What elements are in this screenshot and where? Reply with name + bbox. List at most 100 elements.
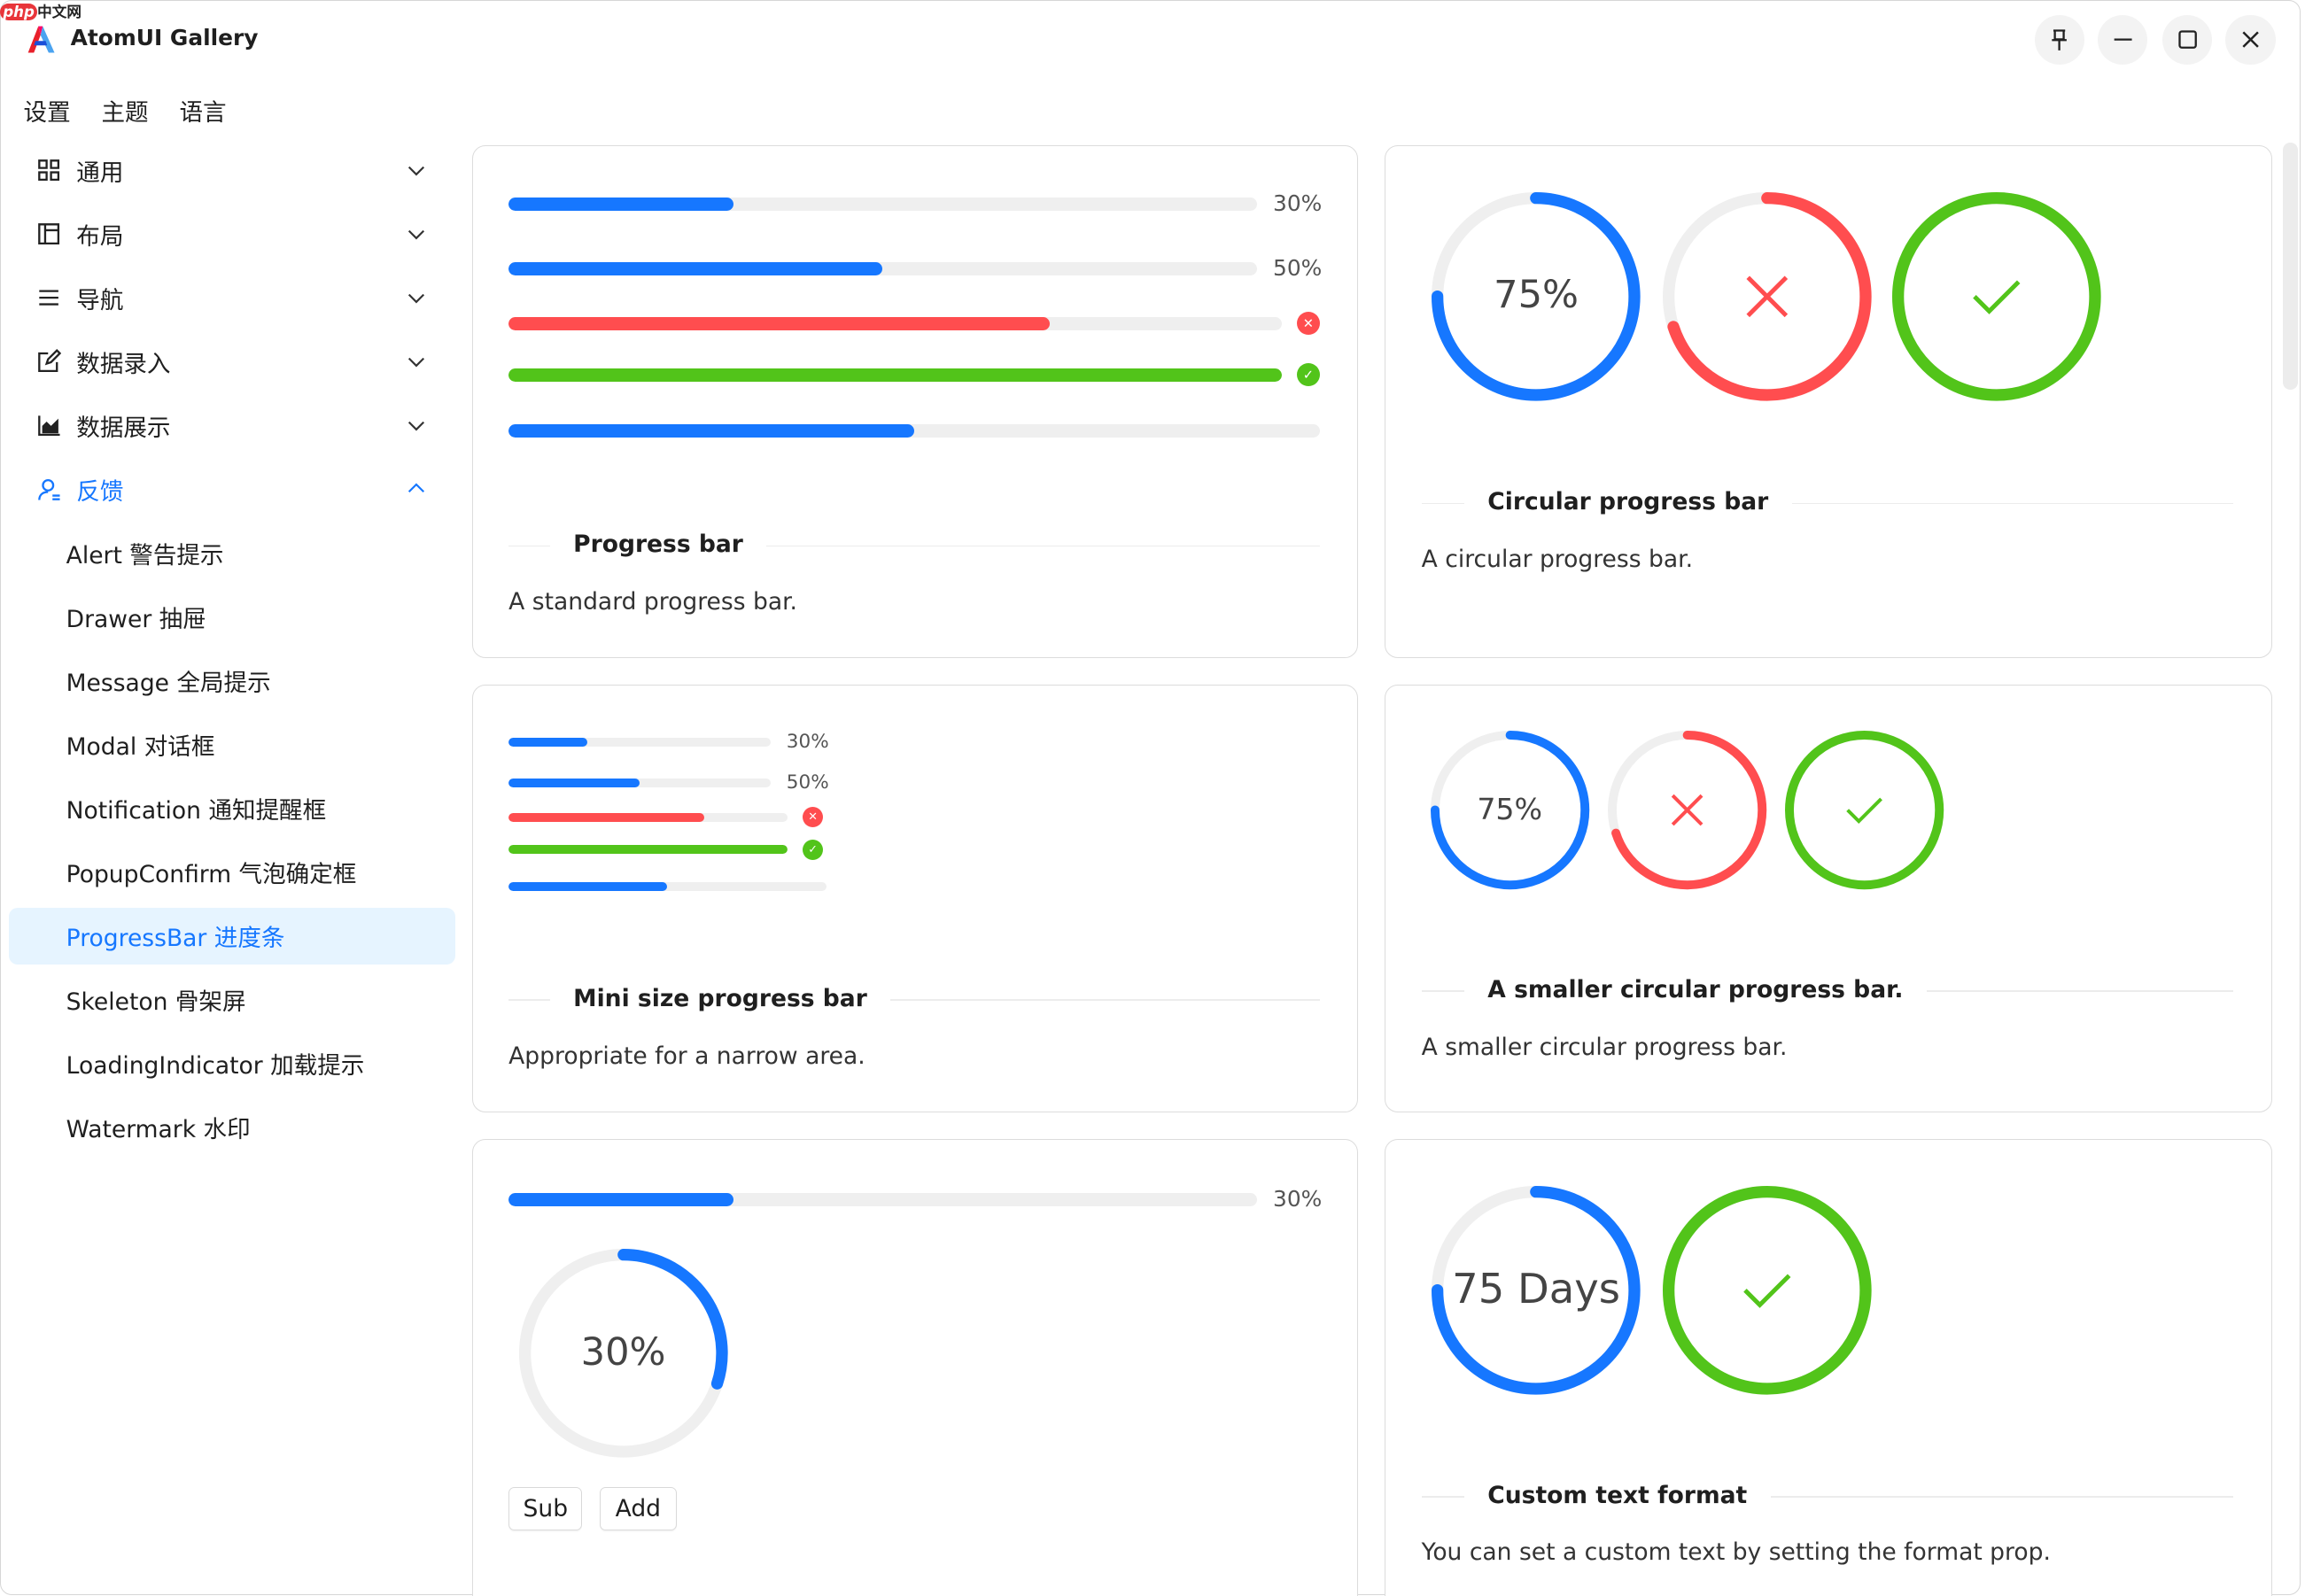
card-description: Appropriate for a narrow area.: [508, 1042, 865, 1070]
chevron-down-icon: [407, 158, 425, 185]
progress-fill: [508, 779, 640, 788]
card-title: Circular progress bar: [1463, 487, 1792, 515]
card-title: Progress bar: [549, 531, 767, 559]
progress-track: [508, 812, 788, 822]
progress-track: [508, 316, 1282, 330]
check-circle-icon: ✓: [1296, 362, 1321, 387]
circular-progress: [1891, 192, 2101, 402]
close-button[interactable]: [2225, 14, 2276, 65]
user-icon: [35, 476, 62, 503]
progress-fill: [508, 845, 788, 855]
progress-fill: [508, 812, 704, 822]
sidebar-item-0[interactable]: Alert 警告提示: [9, 524, 455, 582]
sidebar-group-0[interactable]: 通用: [35, 153, 447, 189]
circular-progress: [1662, 1186, 1872, 1395]
sidebar-item-label: LoadingIndicator 加载提示: [66, 1052, 365, 1081]
circular-progress: [1608, 730, 1767, 889]
sidebar-item-label: Watermark 水印: [66, 1116, 251, 1144]
check-icon: [1972, 280, 2021, 315]
menu-settings[interactable]: 设置: [23, 98, 71, 127]
progress-fill: [508, 262, 883, 276]
sidebar-group-label: 布局: [76, 223, 124, 251]
sidebar-group-5[interactable]: 反馈: [35, 472, 447, 507]
close-icon: [1672, 794, 1704, 826]
circle-arc: [1784, 730, 1944, 889]
circle-arc: [1891, 192, 2101, 402]
circle-arc: [1432, 1186, 1641, 1395]
circle-label: 75 Days: [1452, 1265, 1620, 1313]
sidebar-item-label: ProgressBar 进度条: [66, 925, 285, 953]
minimize-button[interactable]: [2097, 14, 2148, 65]
progress-fill: [508, 316, 1051, 330]
sidebar-item-5[interactable]: PopupConfirm 气泡确定框: [9, 843, 455, 901]
chart-icon: [35, 413, 62, 439]
sidebar-group-4[interactable]: 数据展示: [35, 408, 447, 444]
circular-progress: [1784, 730, 1944, 889]
circle-arc: [1662, 1186, 1872, 1395]
progress-track: [508, 368, 1282, 382]
mini-progress-card: [471, 685, 1359, 1113]
check-circle-icon: ✓: [803, 839, 824, 860]
sidebar-group-label: 数据录入: [76, 351, 171, 379]
edit-icon: [35, 349, 62, 376]
sidebar-group-2[interactable]: 导航: [35, 281, 447, 316]
circular-progress-card: [1385, 145, 2273, 659]
progress-label: 30%: [1273, 190, 1323, 217]
sidebar-group-3[interactable]: 数据录入: [35, 345, 447, 380]
progress-track: [508, 1192, 1257, 1206]
sidebar-group-label: 通用: [76, 159, 124, 187]
progress-fill: [508, 368, 1282, 382]
divider: [1421, 1496, 2233, 1498]
progress-bar-card: [471, 145, 1359, 659]
circular-progress: [518, 1249, 728, 1459]
card-title: Mini size progress bar: [549, 984, 891, 1012]
progress-track: [508, 845, 788, 855]
sidebar-item-2[interactable]: Message 全局提示: [9, 652, 455, 709]
card-title: Custom text format: [1463, 1481, 1771, 1509]
divider: [508, 545, 1321, 547]
progress-track: [508, 881, 827, 891]
close-icon: [1746, 275, 1788, 318]
minimize-icon: [2114, 38, 2132, 41]
sidebar-group-label: 反馈: [76, 478, 124, 507]
maximize-button[interactable]: [2161, 14, 2213, 65]
sidebar-item-4[interactable]: Notification 通知提醒框: [9, 779, 455, 837]
card-description: A circular progress bar.: [1421, 545, 1694, 573]
divider: [508, 999, 1321, 1002]
sidebar-group-label: 导航: [76, 287, 124, 315]
circular-progress: [1432, 1186, 1641, 1395]
maximize-icon: [2177, 30, 2197, 50]
small-circular-progress-card: [1385, 685, 2273, 1113]
close-circle-icon: ✕: [1296, 311, 1321, 336]
add-button[interactable]: Add: [600, 1487, 677, 1530]
circular-progress: [1662, 192, 1872, 402]
sidebar-item-label: Modal 对话框: [66, 733, 215, 762]
divider: [1421, 502, 2233, 505]
menu-language[interactable]: 语言: [179, 98, 227, 127]
progress-label: 50%: [1273, 255, 1323, 282]
layout-icon: [35, 221, 62, 248]
sidebar-item-7[interactable]: Skeleton 骨架屏: [9, 972, 455, 1029]
sidebar-item-label: Drawer 抽屉: [66, 606, 206, 634]
card-description: A smaller circular progress bar.: [1421, 1033, 1788, 1061]
sidebar-item-label: Message 全局提示: [66, 670, 271, 698]
progress-label: 50%: [786, 771, 829, 794]
sidebar-item-label: Skeleton 骨架屏: [66, 988, 246, 1017]
sidebar-item-9[interactable]: Watermark 水印: [9, 1099, 455, 1157]
pin-button[interactable]: [2034, 14, 2085, 65]
sidebar-item-1[interactable]: Drawer 抽屉: [9, 588, 455, 646]
sub-button[interactable]: Sub: [508, 1487, 583, 1530]
sidebar-group-1[interactable]: 布局: [35, 217, 447, 252]
circle-arc: [1662, 192, 1872, 402]
circle-arc: [518, 1249, 728, 1459]
progress-fill: [508, 881, 668, 891]
sidebar-item-3[interactable]: Modal 对话框: [9, 716, 455, 773]
progress-track: [508, 738, 771, 747]
chevron-up-icon: [407, 476, 425, 504]
menu-theme[interactable]: 主题: [101, 98, 149, 127]
sidebar-item-6[interactable]: ProgressBar 进度条: [8, 907, 456, 965]
circular-progress: [1432, 192, 1641, 402]
scrollbar[interactable]: [2283, 142, 2298, 390]
sidebar-item-8[interactable]: LoadingIndicator 加载提示: [9, 1035, 455, 1093]
site-watermark: php 中文网: [0, 0, 81, 21]
